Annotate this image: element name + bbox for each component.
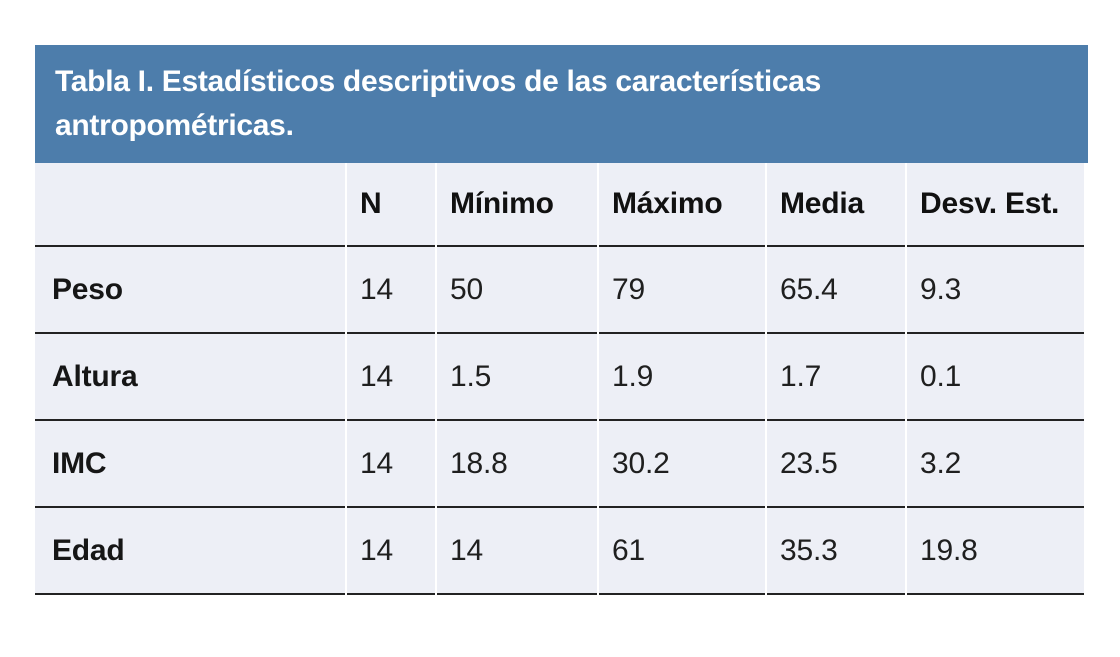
cell-value: 1.9 xyxy=(599,334,765,421)
column-header: Media xyxy=(767,163,905,247)
column-header: Desv. Est. xyxy=(907,163,1084,247)
cell-value: 23.5 xyxy=(767,421,905,508)
cell-value: 14 xyxy=(347,247,435,334)
row-label: IMC xyxy=(35,421,345,508)
column-header: Mínimo xyxy=(437,163,597,247)
row-label: Edad xyxy=(35,508,345,595)
cell-value: 35.3 xyxy=(767,508,905,595)
table-title: Tabla I. Estadísticos descriptivos de la… xyxy=(55,65,822,142)
table-row: Altura 14 1.5 1.9 1.7 0.1 xyxy=(35,334,1084,421)
table-row: Edad 14 14 61 35.3 19.8 xyxy=(35,508,1084,595)
cell-value: 19.8 xyxy=(907,508,1084,595)
table-row: IMC 14 18.8 30.2 23.5 3.2 xyxy=(35,421,1084,508)
column-header: N xyxy=(347,163,435,247)
table-title-bar: Tabla I. Estadísticos descriptivos de la… xyxy=(35,45,1088,163)
cell-value: 1.7 xyxy=(767,334,905,421)
cell-value: 61 xyxy=(599,508,765,595)
table-row: Peso 14 50 79 65.4 9.3 xyxy=(35,247,1084,334)
statistics-table-figure: Tabla I. Estadísticos descriptivos de la… xyxy=(35,45,1088,595)
cell-value: 65.4 xyxy=(767,247,905,334)
cell-value: 14 xyxy=(437,508,597,595)
cell-value: 50 xyxy=(437,247,597,334)
cell-value: 14 xyxy=(347,334,435,421)
cell-value: 14 xyxy=(347,421,435,508)
cell-value: 1.5 xyxy=(437,334,597,421)
cell-value: 0.1 xyxy=(907,334,1084,421)
row-label: Peso xyxy=(35,247,345,334)
row-label: Altura xyxy=(35,334,345,421)
cell-value: 79 xyxy=(599,247,765,334)
descriptive-statistics-table: N Mínimo Máximo Media Desv. Est. Peso 14 50 79 6… xyxy=(33,163,1086,595)
column-header-empty xyxy=(35,163,345,247)
cell-value: 18.8 xyxy=(437,421,597,508)
column-header: Máximo xyxy=(599,163,765,247)
cell-value: 9.3 xyxy=(907,247,1084,334)
cell-value: 3.2 xyxy=(907,421,1084,508)
table-header-row: N Mínimo Máximo Media Desv. Est. xyxy=(35,163,1084,247)
cell-value: 30.2 xyxy=(599,421,765,508)
cell-value: 14 xyxy=(347,508,435,595)
